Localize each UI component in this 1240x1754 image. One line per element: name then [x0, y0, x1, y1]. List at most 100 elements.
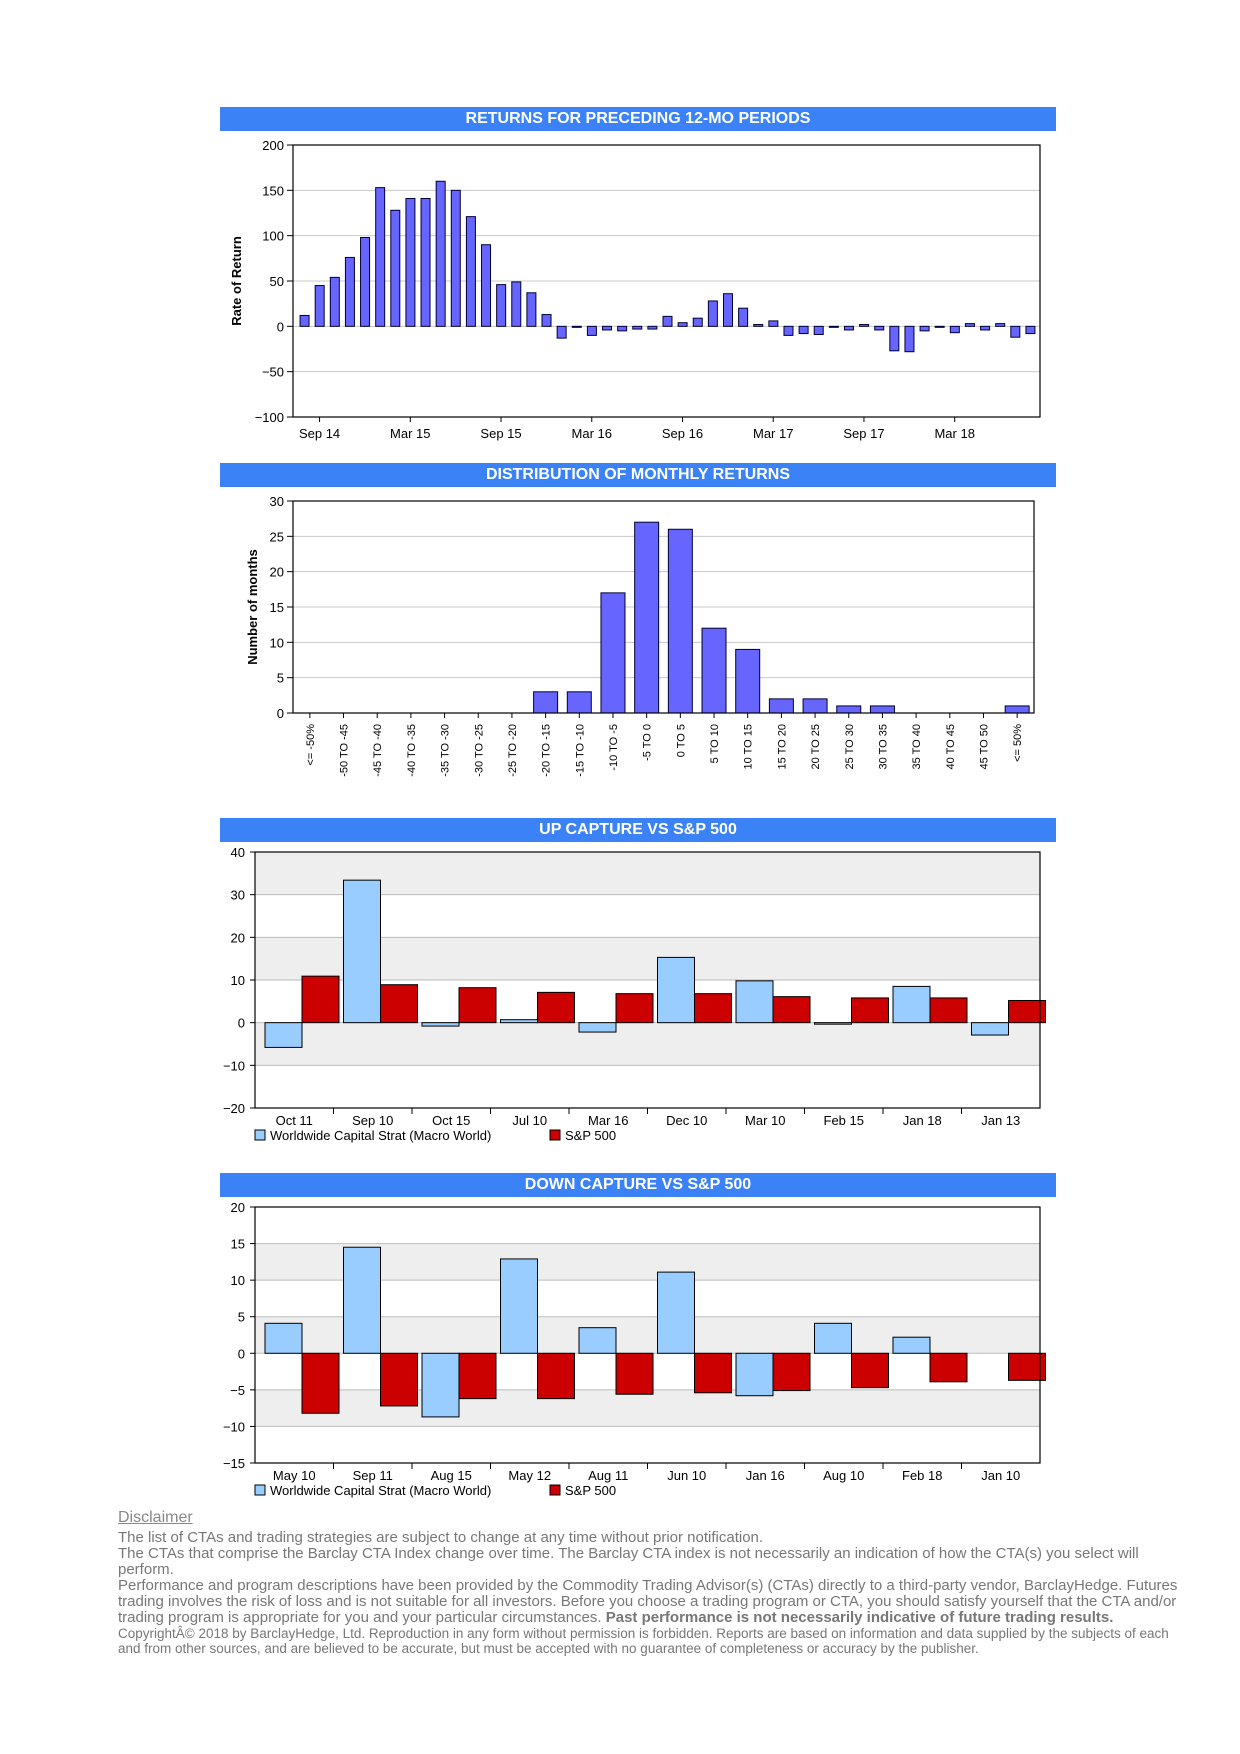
bar — [556, 325, 567, 339]
y-tick-label: 25 — [270, 529, 284, 544]
grid-band — [255, 852, 1040, 895]
bar — [889, 325, 900, 352]
bar — [390, 209, 401, 327]
x-tick-label: Mar 10 — [745, 1113, 785, 1128]
sp500-bar — [1008, 999, 1046, 1024]
y-tick-label: −20 — [223, 1101, 245, 1116]
y-tick-label: 40 — [231, 845, 245, 860]
disclaimer-title: Disclaimer — [118, 1509, 193, 1526]
y-tick-label: 5 — [277, 671, 284, 686]
fund-bar — [578, 1327, 617, 1354]
x-tick-label: Feb 18 — [902, 1468, 942, 1483]
x-tick-label: Jan 16 — [746, 1468, 785, 1483]
x-tick-label: <= -50% — [305, 724, 317, 766]
bar — [526, 292, 537, 327]
bar — [667, 528, 693, 714]
disclaimer-bold: Past performance is not necessarily indi… — [605, 1609, 1114, 1626]
copyright: CopyrightÂ© 2018 by BarclayHedge, Ltd. R… — [118, 1626, 1169, 1656]
x-tick-label: Mar 17 — [753, 426, 793, 441]
bar — [435, 180, 446, 327]
x-tick-label: 5 TO 10 — [709, 724, 721, 763]
disclaimer-line-3-text: Performance and program descriptions hav… — [118, 1577, 1178, 1626]
x-tick-label: Sep 17 — [843, 426, 884, 441]
x-tick-label: Jan 18 — [903, 1113, 942, 1128]
distribution-chart: 0 5 10 15 20 25 30 <= -50% -50 TO -45 -45 TO -40 -… — [245, 494, 1035, 777]
fund-bar — [421, 1352, 460, 1418]
returns-chart-header: RETURNS FOR PRECEDING 12-MO PERIODS — [220, 107, 1056, 131]
x-tick-label: 25 TO 30 — [844, 724, 856, 769]
x-tick-label: -45 TO -40 — [372, 724, 384, 777]
x-tick-label: 40 TO 45 — [945, 724, 957, 769]
bar — [934, 325, 945, 328]
x-tick-label: Sep 15 — [480, 426, 521, 441]
y-tick-label: 150 — [262, 183, 284, 198]
x-tick-label: Mar 15 — [390, 426, 430, 441]
y-tick-label: 50 — [270, 274, 284, 289]
x-tick-label: May 12 — [508, 1468, 551, 1483]
plot-frame — [254, 1206, 1041, 1464]
y-tick-label: 100 — [262, 229, 284, 244]
x-tick-label: Jan 13 — [981, 1113, 1020, 1128]
bar — [843, 325, 854, 331]
bar — [634, 521, 660, 714]
x-tick-label: 30 TO 35 — [877, 724, 889, 769]
sp500-bar — [851, 1352, 889, 1389]
y-tick-label: −10 — [223, 1419, 245, 1434]
legend-label-fund: Worldwide Capital Strat (Macro World) — [270, 1128, 491, 1143]
fund-bar — [735, 1352, 774, 1397]
sp500-bar — [772, 996, 811, 1024]
legend-label-sp500: S&P 500 — [565, 1483, 616, 1498]
bar — [964, 323, 975, 327]
fund-bar — [892, 985, 931, 1024]
y-tick-label: 0 — [277, 319, 284, 334]
disclaimer-body: The list of CTAs and trading strategies … — [118, 1530, 1178, 1657]
disclaimer-line-3: Performance and program descriptions hav… — [118, 1578, 1178, 1626]
y-tick-label: 20 — [231, 930, 245, 945]
bar — [701, 627, 727, 714]
bar — [533, 691, 559, 714]
legend-swatch-fund — [254, 1484, 266, 1496]
y-tick-label: 200 — [262, 138, 284, 153]
sp500-bar — [694, 1352, 732, 1394]
x-tick-label: <= 50% — [1012, 724, 1024, 762]
sp500-bar — [694, 993, 732, 1024]
y-tick-label: 30 — [270, 494, 284, 509]
bar — [802, 698, 828, 714]
bar — [783, 325, 794, 336]
upcapture-chart-header: UP CAPTURE VS S&P 500 — [220, 818, 1056, 842]
bar — [722, 293, 733, 327]
bar — [632, 325, 643, 330]
x-tick-label: Aug 10 — [823, 1468, 864, 1483]
y-tick-label: −50 — [262, 365, 284, 380]
legend-label-fund: Worldwide Capital Strat (Macro World) — [270, 1483, 491, 1498]
bar — [869, 705, 895, 714]
x-tick-label: 10 TO 15 — [743, 724, 755, 769]
x-tick-label: -40 TO -35 — [406, 724, 418, 777]
grid-band — [255, 1022, 1040, 1066]
sp500-bar — [537, 991, 575, 1024]
distribution-chart-header: DISTRIBUTION OF MONTHLY RETURNS — [220, 463, 1056, 487]
downcapture-chart: −15 −10 −5 0 5 10 15 20 May 10 Sep 11 Aug 15 May 12… — [223, 1200, 1046, 1498]
returns-chart: −100 −50 0 50 100 150 200 Sep 14 Mar 15 Sep 15 Mar… — [229, 138, 1041, 441]
bar — [586, 325, 597, 336]
sp500-bar — [851, 997, 889, 1024]
bar — [707, 300, 718, 327]
y-tick-label: −15 — [223, 1456, 245, 1471]
bar — [375, 187, 386, 327]
y-tick-label: 10 — [270, 635, 284, 650]
x-tick-label: -35 TO -30 — [440, 724, 452, 777]
y-tick-label: −5 — [230, 1383, 245, 1398]
fund-bar — [500, 1019, 538, 1024]
bar — [662, 315, 673, 327]
downcapture-chart-header: DOWN CAPTURE VS S&P 500 — [220, 1173, 1056, 1197]
x-tick-label: Mar 16 — [572, 426, 612, 441]
sp500-bar — [458, 987, 497, 1024]
bar — [314, 285, 325, 327]
bar — [1025, 325, 1036, 335]
x-tick-label: 35 TO 40 — [911, 724, 923, 769]
x-tick-label: 15 TO 20 — [776, 724, 788, 769]
y-tick-label: 15 — [231, 1237, 245, 1252]
y-tick-label: 20 — [231, 1200, 245, 1215]
bar — [904, 325, 915, 353]
y-tick-label: 0 — [238, 1346, 245, 1361]
